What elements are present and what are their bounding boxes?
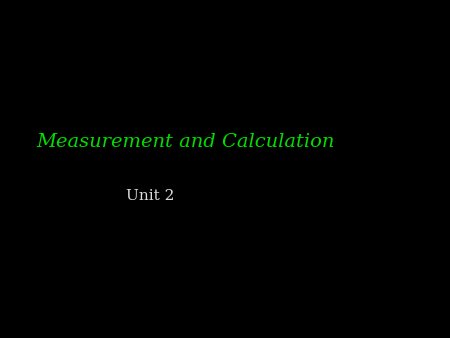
Text: Measurement and Calculation: Measurement and Calculation xyxy=(36,133,334,151)
Text: Unit 2: Unit 2 xyxy=(126,189,175,203)
